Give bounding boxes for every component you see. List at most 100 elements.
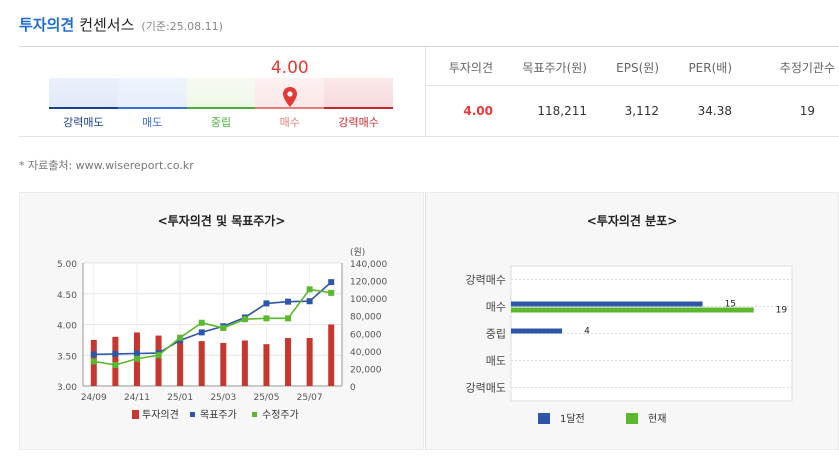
legend-label: 현재 xyxy=(648,413,666,425)
gauge-label: 강력매도 xyxy=(63,116,104,129)
adjusted-price-point xyxy=(263,315,270,322)
y-right-tick-label: 80,000 xyxy=(350,313,382,323)
opinion-price-chart: 5.00 4.50 4.00 3.50 3.00 140,000 120,000 100,00… xyxy=(57,247,388,421)
stat-value-per: 34.38 xyxy=(697,104,732,118)
prev-month-bar xyxy=(511,301,703,307)
bar-value-label: 19 xyxy=(776,306,788,316)
legend-label: 목표주가 xyxy=(200,409,237,421)
x-tick-label: 25/05 xyxy=(253,393,279,403)
adjusted-price-point xyxy=(133,355,140,362)
stat-value-institutions: 19 xyxy=(799,104,815,118)
header-date: (기준:25.08.11) xyxy=(141,20,223,33)
category-label: 강력매도 xyxy=(466,382,506,395)
gauge-segment-sell xyxy=(117,78,187,109)
gauge-bar xyxy=(49,78,393,109)
category-label: 강력매수 xyxy=(466,274,506,287)
y-left-tick-label: 4.00 xyxy=(57,322,77,332)
adjusted-price-point xyxy=(241,316,248,323)
y-right-tick-label: 140,000 xyxy=(350,260,387,270)
stat-divider xyxy=(425,85,839,86)
stat-header: 투자의견 xyxy=(448,61,493,75)
opinion-gauge: 4.00 강력매도 매도 중립 매수 강력매수 xyxy=(49,55,393,135)
adjusted-price-line xyxy=(93,288,332,366)
vertical-divider xyxy=(425,47,426,136)
y-left-tick-label: 3.00 xyxy=(57,383,77,393)
chart-title: <투자의견 분포> xyxy=(586,214,678,228)
adjusted-price-point xyxy=(220,325,227,332)
y-right-unit-label: (원) xyxy=(350,247,365,258)
x-tick-label: 24/11 xyxy=(124,393,150,403)
legend-label: 1달전 xyxy=(560,413,585,425)
consensus-stats-table: 투자의견 목표주가(원) EPS(원) PER(배) 추정기관수 4.00 11… xyxy=(425,47,839,136)
opinion-bar xyxy=(306,338,313,386)
opinion-bar xyxy=(263,344,270,386)
header-accent: 투자의견 xyxy=(19,16,75,34)
opinion-bar xyxy=(285,338,292,386)
opinion-bar xyxy=(112,336,119,386)
current-bar xyxy=(511,307,754,313)
bar-value-label: 15 xyxy=(725,300,736,310)
target-price-point xyxy=(263,300,270,307)
gauge-label: 매도 xyxy=(142,116,163,129)
gauge-label: 강력매수 xyxy=(338,116,379,129)
adjusted-price-point xyxy=(90,358,97,365)
adjusted-price-point xyxy=(177,334,184,341)
stat-header: 추정기관수 xyxy=(779,61,835,75)
y-right-tick-label: 20,000 xyxy=(350,365,382,375)
opinion-bar xyxy=(177,339,184,386)
adjusted-price-point xyxy=(328,289,335,296)
legend-label: 수정주가 xyxy=(262,409,299,421)
stat-header: EPS(원) xyxy=(616,61,659,75)
legend-swatch xyxy=(626,413,638,424)
header-title: 컨센서스 xyxy=(79,16,135,34)
x-tick-label: 25/07 xyxy=(297,393,323,403)
opinion-distribution-panel: <투자의견 분포> 강력매수 매수 중립 매도 강력매도 15 4 19 1달전 현재 xyxy=(425,192,839,450)
stat-value-target-price: 118,211 xyxy=(537,104,587,118)
target-price-point xyxy=(306,298,313,305)
legend-swatch xyxy=(538,413,550,424)
stat-value-opinion: 4.00 xyxy=(463,104,493,118)
category-label: 매도 xyxy=(486,355,506,368)
y-right-tick-label: 120,000 xyxy=(350,278,387,288)
chart-title: <투자의견 및 목표주가> xyxy=(157,214,286,228)
y-left-tick-label: 5.00 xyxy=(57,260,77,270)
top-divider xyxy=(19,46,839,47)
stat-header: PER(배) xyxy=(688,61,732,75)
x-tick-label: 25/03 xyxy=(210,393,236,403)
target-price-point xyxy=(112,350,119,357)
adjusted-price-point xyxy=(112,361,119,368)
opinion-bar xyxy=(155,335,162,386)
category-label: 매수 xyxy=(486,301,506,314)
target-price-point xyxy=(133,350,140,357)
y-left-tick-label: 3.50 xyxy=(57,352,77,362)
legend-swatch xyxy=(252,412,257,417)
adjusted-price-point xyxy=(155,352,162,359)
gauge-segment-strong-sell xyxy=(49,78,118,109)
target-price-point xyxy=(328,279,335,286)
gauge-labels: 강력매도 매도 중립 매수 강력매수 xyxy=(49,114,393,130)
gauge-value: 4.00 xyxy=(270,58,309,78)
legend-label: 투자의견 xyxy=(142,409,179,421)
adjusted-price-point xyxy=(285,315,292,322)
map-pin-icon xyxy=(282,87,297,107)
legend-swatch xyxy=(132,410,139,419)
gauge-label: 중립 xyxy=(210,116,232,129)
opinion-bar xyxy=(220,342,227,386)
opinion-bar xyxy=(328,324,335,386)
gauge-segment-strong-buy xyxy=(324,78,393,109)
x-tick-label: 25/01 xyxy=(167,393,193,403)
gauge-label: 매수 xyxy=(279,116,300,129)
target-price-point xyxy=(90,351,97,358)
opinion-price-chart-panel: <투자의견 및 목표주가> 5.00 4.50 4.00 3.50 3.00 140,00… xyxy=(19,192,424,450)
prev-month-bar xyxy=(511,328,563,334)
bar-value-label: 4 xyxy=(584,327,590,337)
consensus-header: 투자의견 컨센서스 (기준:25.08.11) xyxy=(19,14,223,40)
y-left-tick-label: 4.50 xyxy=(57,291,77,301)
stat-header: 목표주가(원) xyxy=(522,61,587,75)
x-tick-label: 24/09 xyxy=(81,393,107,403)
y-right-tick-label: 40,000 xyxy=(350,348,382,358)
y-right-tick-label: 0 xyxy=(350,383,356,393)
y-right-tick-label: 100,000 xyxy=(350,295,387,305)
stat-value-eps: 3,112 xyxy=(624,104,659,118)
